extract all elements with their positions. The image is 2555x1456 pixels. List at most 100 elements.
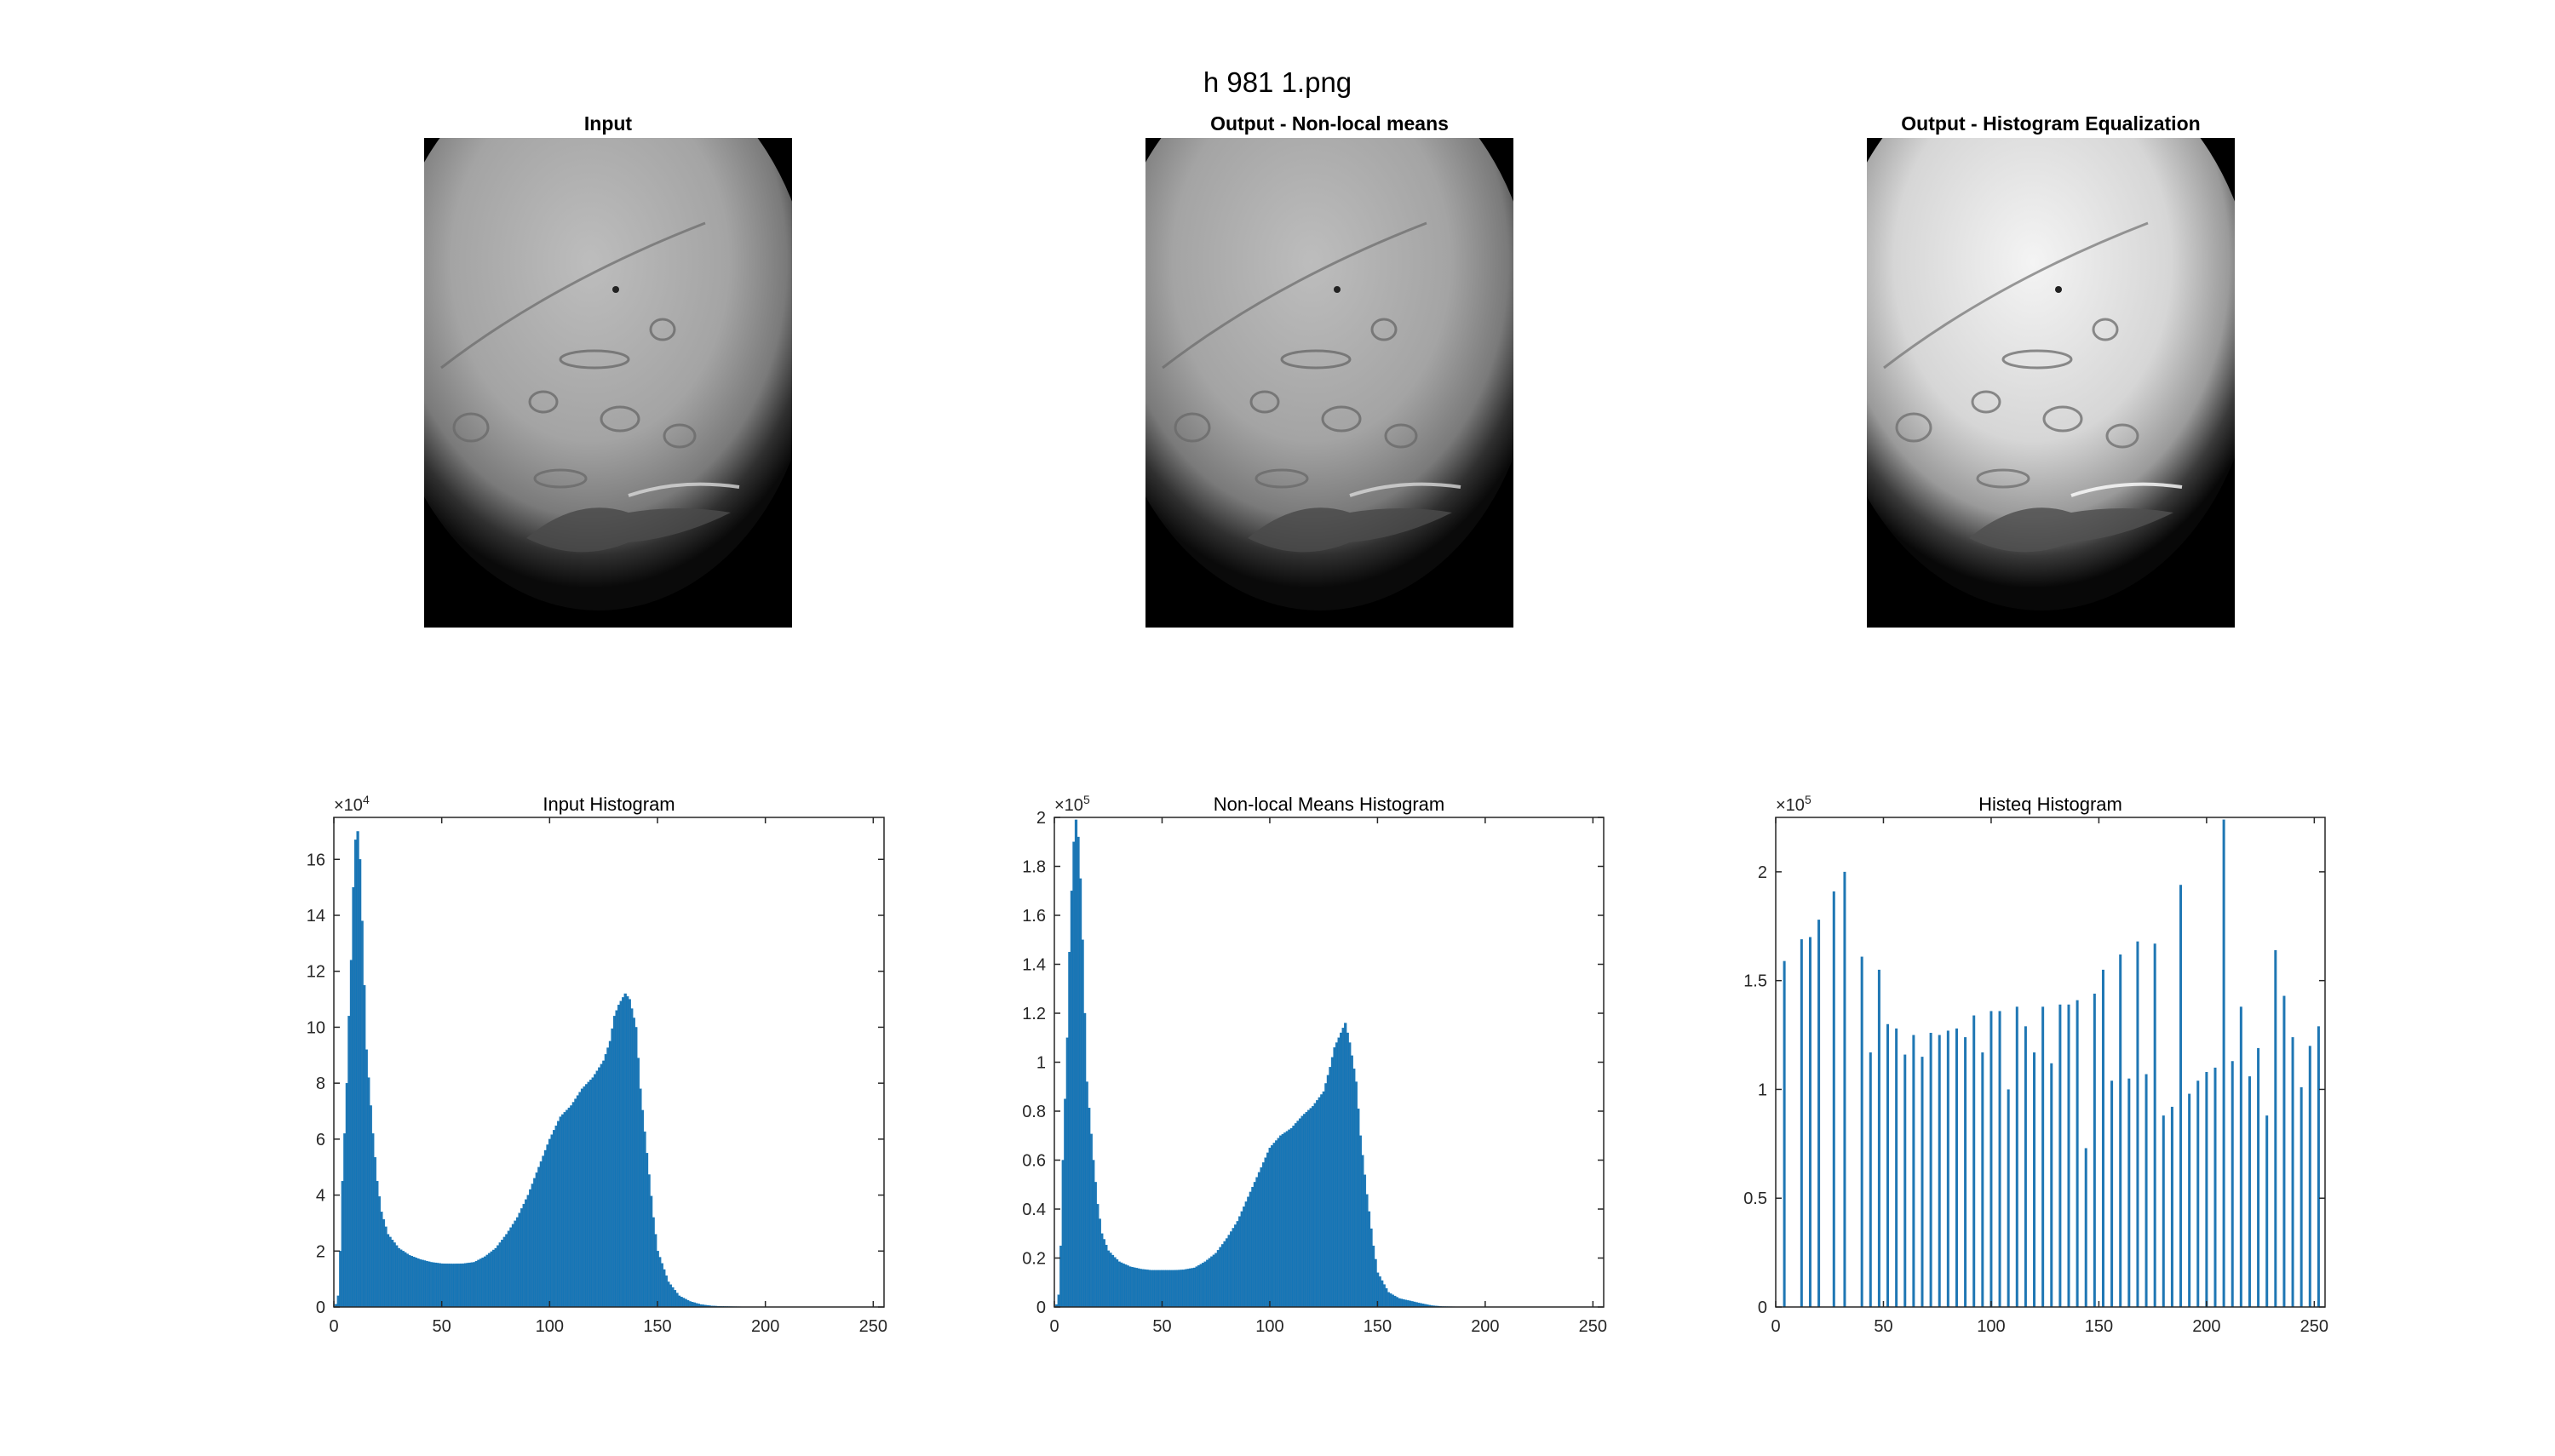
histogram-bar	[2102, 970, 2104, 1307]
histogram-bar	[2223, 820, 2225, 1307]
y-tick-label: 0	[316, 1298, 325, 1317]
histogram-bar	[2093, 994, 2096, 1307]
y-tick-label: 6	[316, 1131, 325, 1149]
histogram-bar	[1989, 1011, 1992, 1307]
histogram-bars	[1055, 820, 1603, 1307]
y-exponent-power: 4	[363, 793, 370, 806]
histogram-2: 0 50 100 150 200 25000.511.52×105 Histeq Histo…	[1743, 793, 2328, 1336]
y-tick-label: 1.6	[1022, 907, 1046, 926]
histogram-bar	[1921, 1057, 1924, 1307]
y-tick-label: 0	[1758, 1298, 1767, 1317]
y-exponent-power: 5	[1805, 793, 1811, 806]
y-tick-label: 2	[316, 1242, 325, 1261]
y-tick-label: 1.8	[1022, 858, 1046, 877]
histogram-bar	[2188, 1094, 2190, 1307]
y-tick-label: 2	[1758, 863, 1767, 882]
histogram-bar	[2007, 1089, 2010, 1307]
x-tick-label: 100	[536, 1317, 564, 1336]
histogram-bar	[1809, 937, 1811, 1307]
histogram-title: Input Histogram	[543, 794, 675, 815]
histogram-bar	[1843, 872, 1846, 1307]
histogram-bar	[2214, 1068, 2217, 1307]
x-tick-label: 50	[1874, 1317, 1892, 1336]
histogram-bar	[2016, 1006, 2018, 1307]
histogram-bar	[1955, 1029, 1958, 1307]
y-exponent-label: ×105	[1776, 793, 1811, 815]
histogram-bar	[2292, 1037, 2294, 1307]
histogram-bar	[1861, 957, 1863, 1307]
histogram-bar	[1833, 891, 1835, 1307]
y-exponent-power: 5	[1083, 793, 1090, 806]
histogram-bar	[1930, 1033, 1932, 1307]
histogram-bar	[2033, 1052, 2035, 1307]
histogram-bar	[2309, 1046, 2311, 1307]
x-tick-label: 250	[1579, 1317, 1607, 1336]
y-tick-label: 0.6	[1022, 1152, 1046, 1171]
histogram-bar	[1912, 1035, 1915, 1307]
x-tick-label: 150	[643, 1317, 671, 1336]
x-tick-label: 50	[1152, 1317, 1171, 1336]
histogram-bar	[2240, 1006, 2242, 1307]
histogram-bar	[2196, 1081, 2199, 1307]
histogram-bar	[2162, 1115, 2165, 1307]
histogram-bar	[1938, 1035, 1941, 1307]
y-tick-label: 1.2	[1022, 1005, 1046, 1023]
histogram-bar	[1878, 970, 1880, 1307]
histogram-bar	[2136, 942, 2139, 1307]
histogram-bar	[2265, 1115, 2268, 1307]
histogram-bar	[1981, 1052, 1984, 1307]
histogram-bar	[2041, 1006, 2044, 1307]
x-tick-label: 50	[433, 1317, 451, 1336]
y-exponent-label: ×105	[1054, 793, 1090, 815]
histogram-bar	[2024, 1026, 2027, 1307]
y-tick-label: 0.4	[1022, 1201, 1046, 1219]
histogram-bar	[1800, 939, 1803, 1307]
histogram-bar	[2076, 1000, 2079, 1307]
y-exponent-label: ×104	[334, 793, 370, 815]
histogram-bar	[2171, 1107, 2173, 1307]
histogram-bar	[1886, 1024, 1889, 1307]
x-tick-label: 250	[2300, 1317, 2328, 1336]
y-tick-label: 1	[1036, 1054, 1046, 1073]
y-tick-label: 16	[307, 851, 325, 869]
histogram-bar	[1895, 1029, 1898, 1307]
y-tick-label: 12	[307, 963, 325, 982]
x-tick-label: 100	[1977, 1317, 2005, 1336]
histogram-bar	[1964, 1037, 1966, 1307]
histogram-bar	[1903, 1055, 1906, 1307]
y-tick-label: 14	[307, 907, 325, 926]
histogram-bar	[1783, 961, 1786, 1307]
histogram-bar	[2317, 1026, 2320, 1307]
y-tick-label: 1	[1758, 1081, 1767, 1099]
histogram-bar	[2300, 1087, 2303, 1307]
histogram-bar	[2179, 885, 2182, 1307]
x-tick-label: 250	[859, 1317, 887, 1336]
y-tick-label: 1.4	[1022, 956, 1046, 975]
histogram-bar	[2119, 954, 2122, 1307]
x-tick-label: 200	[2192, 1317, 2220, 1336]
histogram-bar	[1947, 1030, 1949, 1307]
histogram-bar	[2248, 1076, 2251, 1307]
histogram-bar	[2205, 1072, 2208, 1307]
y-tick-label: 0.8	[1022, 1103, 1046, 1121]
x-tick-label: 150	[2085, 1317, 2113, 1336]
y-tick-label: 0	[1036, 1298, 1046, 1317]
histogram-bar	[2110, 1081, 2113, 1307]
y-tick-label: 8	[316, 1075, 325, 1093]
y-tick-label: 1.5	[1743, 972, 1767, 991]
x-tick-label: 100	[1255, 1317, 1283, 1336]
histogram-bar	[1817, 920, 1820, 1307]
histogram-bar	[2068, 1005, 2070, 1307]
x-tick-label: 0	[1049, 1317, 1059, 1336]
histogram-bar	[2154, 943, 2156, 1307]
x-tick-label: 150	[1364, 1317, 1392, 1336]
histogram-bar	[2257, 1048, 2259, 1307]
histogram-bar	[2231, 1061, 2234, 1307]
histogram-bar	[1972, 1016, 1975, 1307]
y-tick-label: 10	[307, 1018, 325, 1037]
histogram-bar	[2127, 1079, 2130, 1307]
y-tick-label: 0.5	[1743, 1189, 1767, 1208]
histogram-bar	[1869, 1052, 1872, 1307]
histogram-bars	[1783, 820, 2320, 1307]
